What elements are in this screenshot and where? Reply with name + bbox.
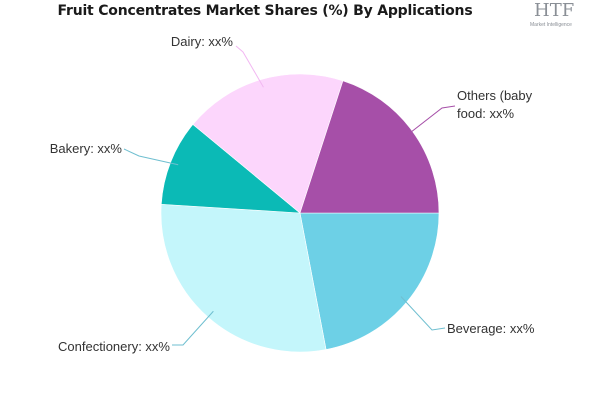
slice-label-4: Others (baby food: xx% bbox=[457, 88, 533, 121]
slice-label-1: Confectionery: xx% bbox=[58, 339, 170, 354]
pie-slice-2 bbox=[160, 123, 301, 214]
pie-slice-3 bbox=[192, 73, 344, 214]
chart-title: Fruit Concentrates Market Shares (%) By … bbox=[57, 3, 473, 19]
leader-line-2 bbox=[123, 148, 179, 166]
pie-slices bbox=[160, 73, 440, 353]
pie-slice-1 bbox=[160, 203, 327, 353]
pie-slice-0 bbox=[299, 212, 440, 350]
leader-line-4 bbox=[405, 105, 456, 137]
logo-subtitle: Market Intelligence bbox=[530, 22, 572, 28]
leader-line-1 bbox=[172, 310, 214, 346]
logo-mark: HTF bbox=[534, 0, 575, 21]
leader-line-3 bbox=[235, 45, 264, 88]
slice-label-2: Bakery: xx% bbox=[50, 141, 123, 156]
slice-label-3: Dairy: xx% bbox=[171, 34, 234, 49]
htf-logo: HTF Market Intelligence bbox=[528, 0, 590, 32]
leader-lines bbox=[123, 45, 456, 346]
leader-line-0 bbox=[400, 296, 446, 331]
slice-labels: Beverage: xx% Confectionery: xx% Bakery: x… bbox=[50, 34, 535, 354]
slice-label-0: Beverage: xx% bbox=[447, 321, 535, 336]
